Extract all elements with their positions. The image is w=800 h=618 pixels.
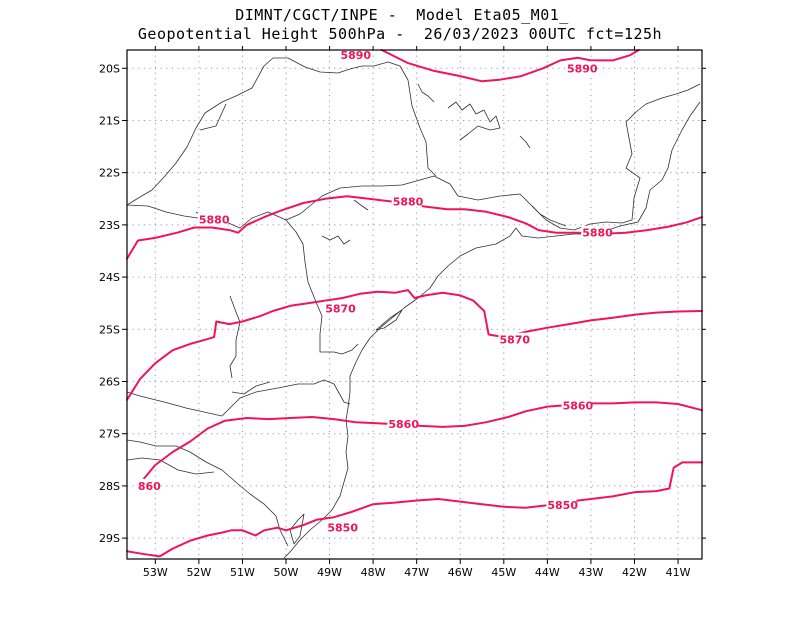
lat-label-23S: 23S xyxy=(99,219,120,232)
contour-label-bg-5870 xyxy=(498,332,529,346)
contour-label-5880: 5880 xyxy=(582,227,613,240)
state-border-ms-pr xyxy=(126,204,317,303)
contour-label-bg-5860 xyxy=(387,416,418,430)
lat-label-29S: 29S xyxy=(99,532,120,545)
political-borders xyxy=(126,57,701,559)
lat-label-26S: 26S xyxy=(99,376,120,389)
reservoir-3 xyxy=(353,199,369,211)
lon-label-42W: 42W xyxy=(622,566,647,579)
lat-label-25S: 25S xyxy=(99,323,120,336)
contour-label-bg-5860 xyxy=(136,478,160,492)
lon-label-52W: 52W xyxy=(186,566,211,579)
lat-label-21S: 21S xyxy=(99,114,120,127)
lon-label-51W: 51W xyxy=(230,566,255,579)
lon-label-43W: 43W xyxy=(578,566,603,579)
state-border-mg-es xyxy=(573,103,647,231)
border-brazil-argentina xyxy=(231,381,271,395)
reservoir-2 xyxy=(321,235,351,245)
border-paraguay-argentina xyxy=(229,295,241,379)
contour-label-5860: 860 xyxy=(138,480,161,493)
contour-label-bg-5860 xyxy=(561,398,592,412)
state-border-es-ba xyxy=(645,83,701,105)
lat-label-20S: 20S xyxy=(99,62,120,75)
contour-label-bg-5880 xyxy=(581,225,612,239)
contour-label-bg-5880 xyxy=(391,194,422,208)
lat-label-24S: 24S xyxy=(99,271,120,284)
contour-label-5860: 5860 xyxy=(563,400,594,413)
contour-label-bg-5880 xyxy=(197,212,228,226)
contour-line-5870 xyxy=(126,289,703,401)
border-rs-west xyxy=(126,439,289,547)
axis-ticks: 53W 52W 51W 50W 49W 48W 47W 46W 45W 44W 43W 42W 41W 2… xyxy=(99,46,706,579)
contour-line-5850 xyxy=(126,461,703,558)
contour-label-5870: 5870 xyxy=(325,302,356,315)
lagoon-paranagua xyxy=(375,309,403,331)
state-border-sc-rs xyxy=(126,379,351,417)
contour-label-bg-5870 xyxy=(324,301,355,315)
reservoir-east xyxy=(519,135,531,149)
state-border-pr-sc xyxy=(315,301,359,355)
lat-label-22S: 22S xyxy=(99,167,120,180)
contour-label-5890: 5890 xyxy=(340,49,371,62)
contour-label-bg-5850 xyxy=(546,498,577,512)
coast-southeast xyxy=(283,101,701,559)
border-argentina-uruguay xyxy=(126,457,215,475)
state-border-rj xyxy=(531,205,567,227)
lon-label-47W: 47W xyxy=(404,566,429,579)
contour-label-5880: 5880 xyxy=(199,214,230,227)
map-title-line2: Geopotential Height 500hPa - 26/03/2023 … xyxy=(137,25,663,43)
contour-label-5850: 5850 xyxy=(327,522,358,535)
reservoir-furnas xyxy=(447,101,501,141)
reservoir-tres-marias xyxy=(417,83,435,103)
contour-label-5890: 5890 xyxy=(567,62,598,75)
contour-label-5860: 5860 xyxy=(388,418,419,431)
lat-label-27S: 27S xyxy=(99,428,120,441)
lon-label-44W: 44W xyxy=(535,566,560,579)
map-title-line1: DIMNT/CGCT/INPE - Model Eta05_M01_ xyxy=(235,6,569,24)
lon-label-50W: 50W xyxy=(274,566,299,579)
contour-label-5880: 5880 xyxy=(393,195,424,208)
lat-label-28S: 28S xyxy=(99,480,120,493)
contour-label-bg-5850 xyxy=(326,520,357,534)
state-border-sp-mg xyxy=(285,175,575,231)
lon-label-41W: 41W xyxy=(666,566,691,579)
lon-label-48W: 48W xyxy=(361,566,386,579)
contour-line-5890 xyxy=(380,49,640,83)
lon-label-53W: 53W xyxy=(143,566,168,579)
lon-label-49W: 49W xyxy=(317,566,342,579)
contour-label-bg-5890 xyxy=(565,61,596,75)
contour-labels: 5890 5890 5880 5880 5880 5870 5870 860 5860 5860 5… xyxy=(136,48,613,535)
contour-label-5870: 5870 xyxy=(499,334,530,347)
lon-label-46W: 46W xyxy=(448,566,473,579)
contour-lines xyxy=(126,49,703,558)
state-border-go-mg xyxy=(199,103,227,131)
state-border-mg-north xyxy=(399,65,437,177)
state-border-mt-ms-go xyxy=(126,57,401,206)
contour-label-5850: 5850 xyxy=(547,499,578,512)
map-frame xyxy=(126,49,703,560)
contour-label-bg-5890 xyxy=(339,48,370,62)
lon-label-45W: 45W xyxy=(491,566,516,579)
